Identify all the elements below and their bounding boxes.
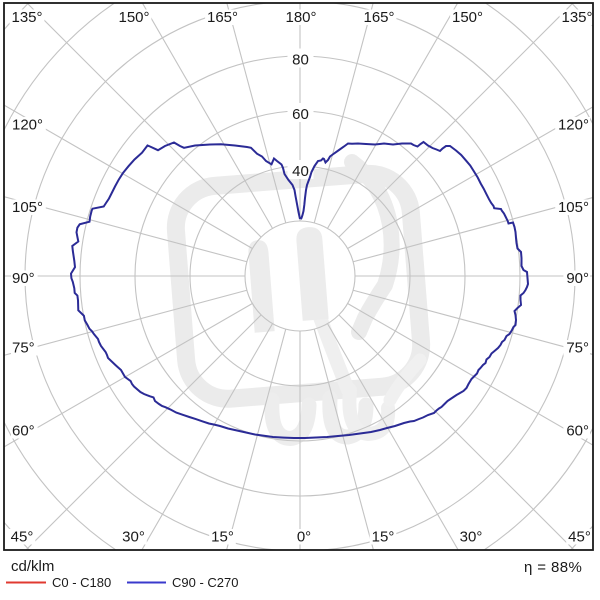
svg-text:15°: 15° xyxy=(211,529,234,546)
svg-text:120°: 120° xyxy=(12,117,43,134)
svg-text:150°: 150° xyxy=(118,9,149,26)
svg-text:80: 80 xyxy=(292,52,309,69)
svg-text:105°: 105° xyxy=(12,199,43,216)
svg-text:30°: 30° xyxy=(460,529,483,546)
svg-text:45°: 45° xyxy=(11,529,34,546)
svg-text:75°: 75° xyxy=(12,340,35,357)
svg-text:C90 - C270: C90 - C270 xyxy=(172,575,238,590)
svg-text:165°: 165° xyxy=(207,9,238,26)
svg-text:C0 - C180: C0 - C180 xyxy=(52,575,111,590)
svg-text:60°: 60° xyxy=(566,423,589,440)
svg-text:120°: 120° xyxy=(558,117,589,134)
svg-text:60°: 60° xyxy=(12,423,35,440)
svg-text:η = 88%: η = 88% xyxy=(524,559,582,576)
svg-text:30°: 30° xyxy=(122,529,145,546)
svg-text:60: 60 xyxy=(292,106,309,123)
svg-text:0°: 0° xyxy=(297,529,311,546)
svg-text:90°: 90° xyxy=(566,270,589,287)
svg-text:135°: 135° xyxy=(561,9,592,26)
svg-text:45°: 45° xyxy=(568,529,591,546)
svg-text:180°: 180° xyxy=(285,9,316,26)
svg-text:165°: 165° xyxy=(363,9,394,26)
svg-text:135°: 135° xyxy=(11,9,42,26)
svg-text:15°: 15° xyxy=(372,529,395,546)
svg-text:90°: 90° xyxy=(12,270,35,287)
svg-text:105°: 105° xyxy=(558,199,589,216)
svg-text:75°: 75° xyxy=(566,340,589,357)
svg-text:40: 40 xyxy=(292,163,309,180)
svg-text:150°: 150° xyxy=(452,9,483,26)
svg-text:cd/klm: cd/klm xyxy=(11,558,54,575)
